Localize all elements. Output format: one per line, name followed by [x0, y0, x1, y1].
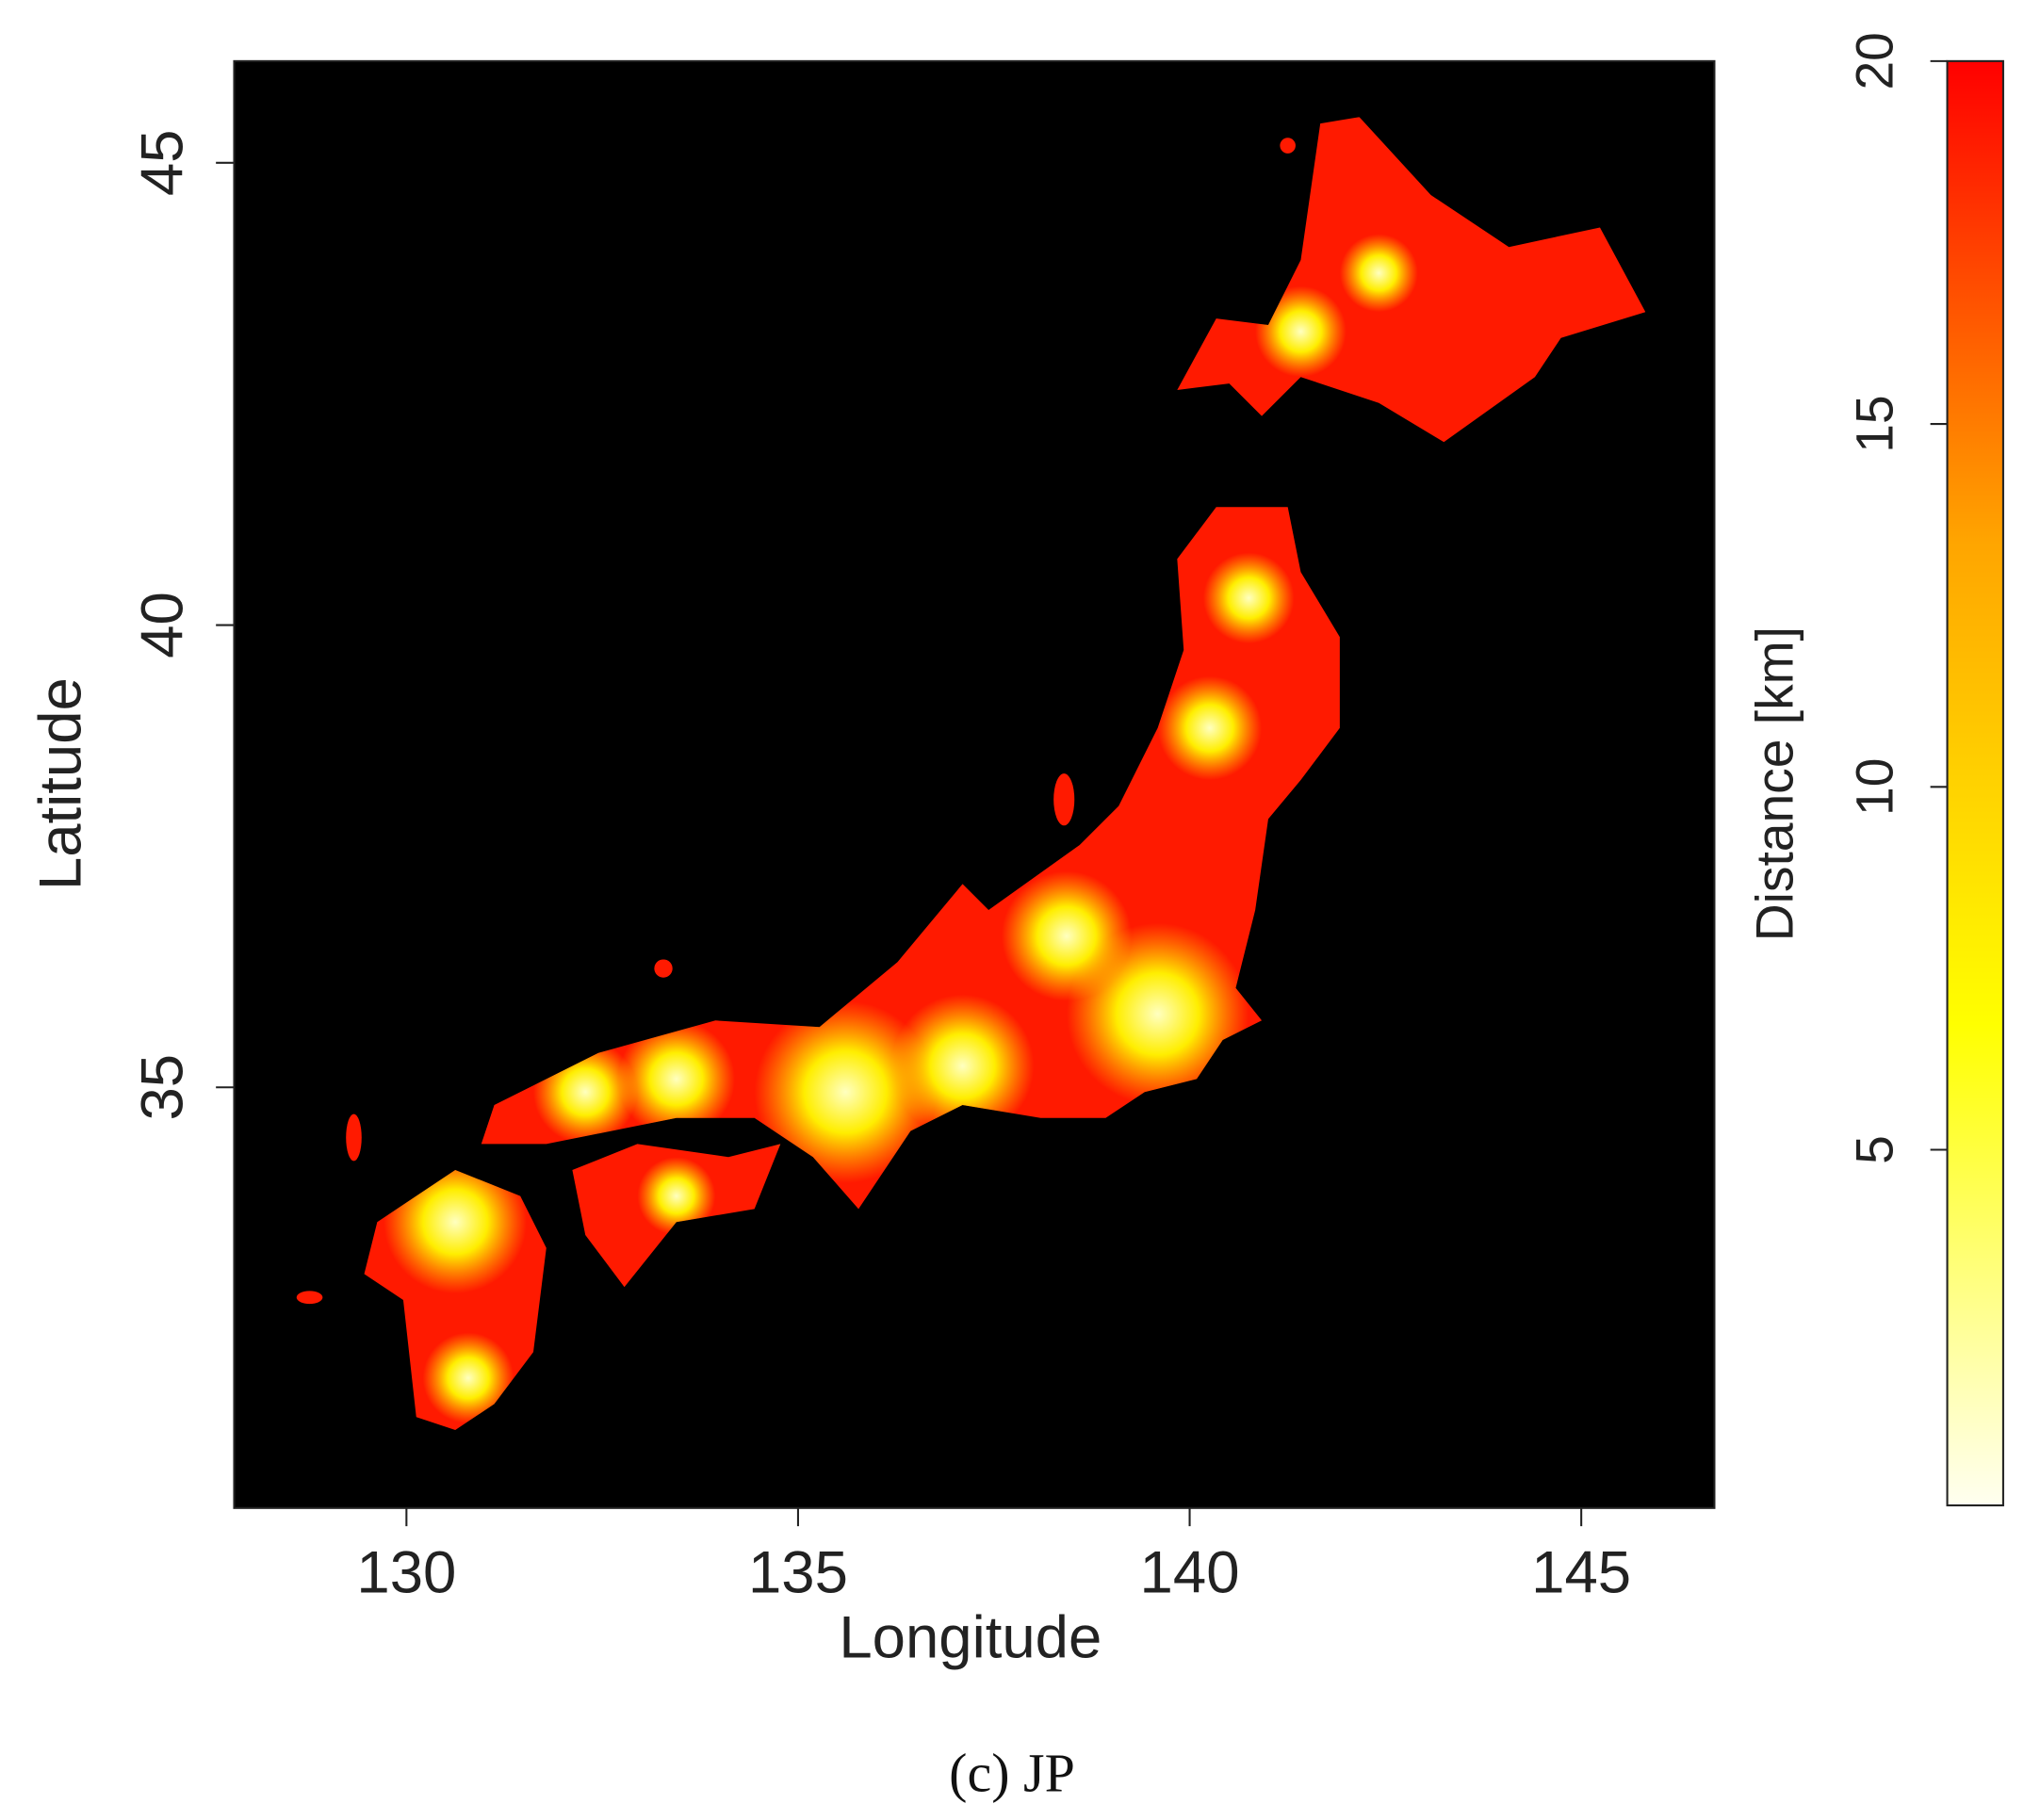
y-tick-label: 35: [129, 1054, 195, 1121]
x-tick-label: 140: [1140, 1540, 1240, 1606]
plot-frame: [233, 59, 1716, 1509]
island: [296, 1291, 323, 1305]
x-axis-label: Longitude: [839, 1605, 1102, 1671]
y-tick-label: 45: [129, 130, 195, 197]
y-tick-label: 40: [129, 592, 195, 658]
colorbar-tick-label: 10: [1846, 758, 1904, 816]
colorbar-tick-label: 5: [1846, 1135, 1904, 1164]
island: [654, 959, 673, 978]
urban-glow: [384, 234, 1418, 1424]
island: [346, 1113, 362, 1162]
y-axis-label: Latitude: [28, 677, 94, 890]
colorbar-label: Distance [km]: [1745, 626, 1804, 941]
x-tick-label: 130: [356, 1540, 456, 1606]
island: [1053, 773, 1075, 826]
caption: (c) JP: [949, 1743, 1075, 1804]
x-tick-label: 145: [1531, 1540, 1631, 1606]
colorbar-tick-label: 20: [1846, 32, 1904, 89]
x-tick-label: 135: [748, 1540, 848, 1606]
island: [1280, 138, 1296, 154]
colorbar: [1946, 59, 2004, 1507]
colorbar-tick-label: 15: [1846, 395, 1904, 452]
